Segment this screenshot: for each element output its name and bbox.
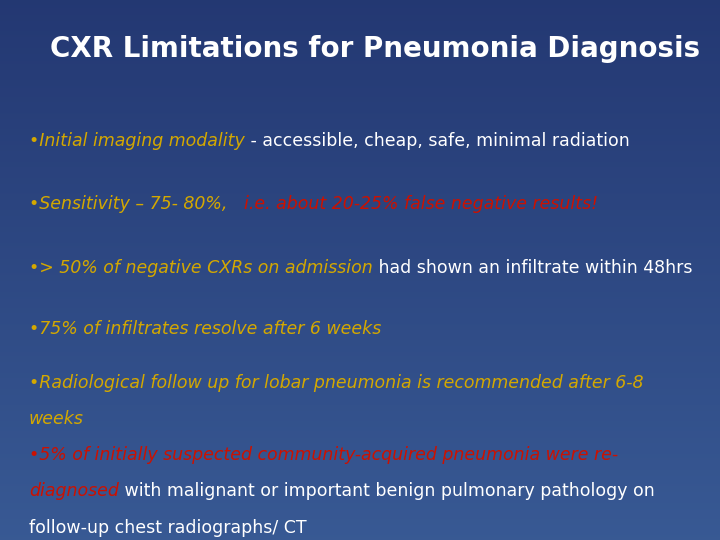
Text: CXR Limitations for Pneumonia Diagnosis: CXR Limitations for Pneumonia Diagnosis (50, 35, 701, 63)
Text: i.e. about 20-25% false negative results!: i.e. about 20-25% false negative results… (243, 195, 598, 213)
Text: diagnosed: diagnosed (29, 482, 119, 500)
Text: had shown an infiltrate within 48hrs: had shown an infiltrate within 48hrs (372, 259, 692, 276)
Text: •> 50% of negative CXRs on admission: •> 50% of negative CXRs on admission (29, 259, 372, 276)
Text: weeks: weeks (29, 410, 84, 428)
Text: with malignant or important benign pulmonary pathology on: with malignant or important benign pulmo… (119, 482, 654, 500)
Text: follow-up chest radiographs/ CT: follow-up chest radiographs/ CT (29, 519, 307, 537)
Text: - accessible, cheap, safe, minimal radiation: - accessible, cheap, safe, minimal radia… (245, 132, 629, 150)
Text: •5% of initially suspected community-acquired pneumonia were re-: •5% of initially suspected community-acq… (29, 446, 618, 463)
Text: •Radiological follow up for lobar pneumonia is recommended after 6-8: •Radiological follow up for lobar pneumo… (29, 374, 643, 391)
Text: •75% of infiltrates resolve after 6 weeks: •75% of infiltrates resolve after 6 week… (29, 320, 381, 338)
Text: •Sensitivity – 75- 80%,: •Sensitivity – 75- 80%, (29, 195, 243, 213)
Text: •Initial imaging modality: •Initial imaging modality (29, 132, 245, 150)
